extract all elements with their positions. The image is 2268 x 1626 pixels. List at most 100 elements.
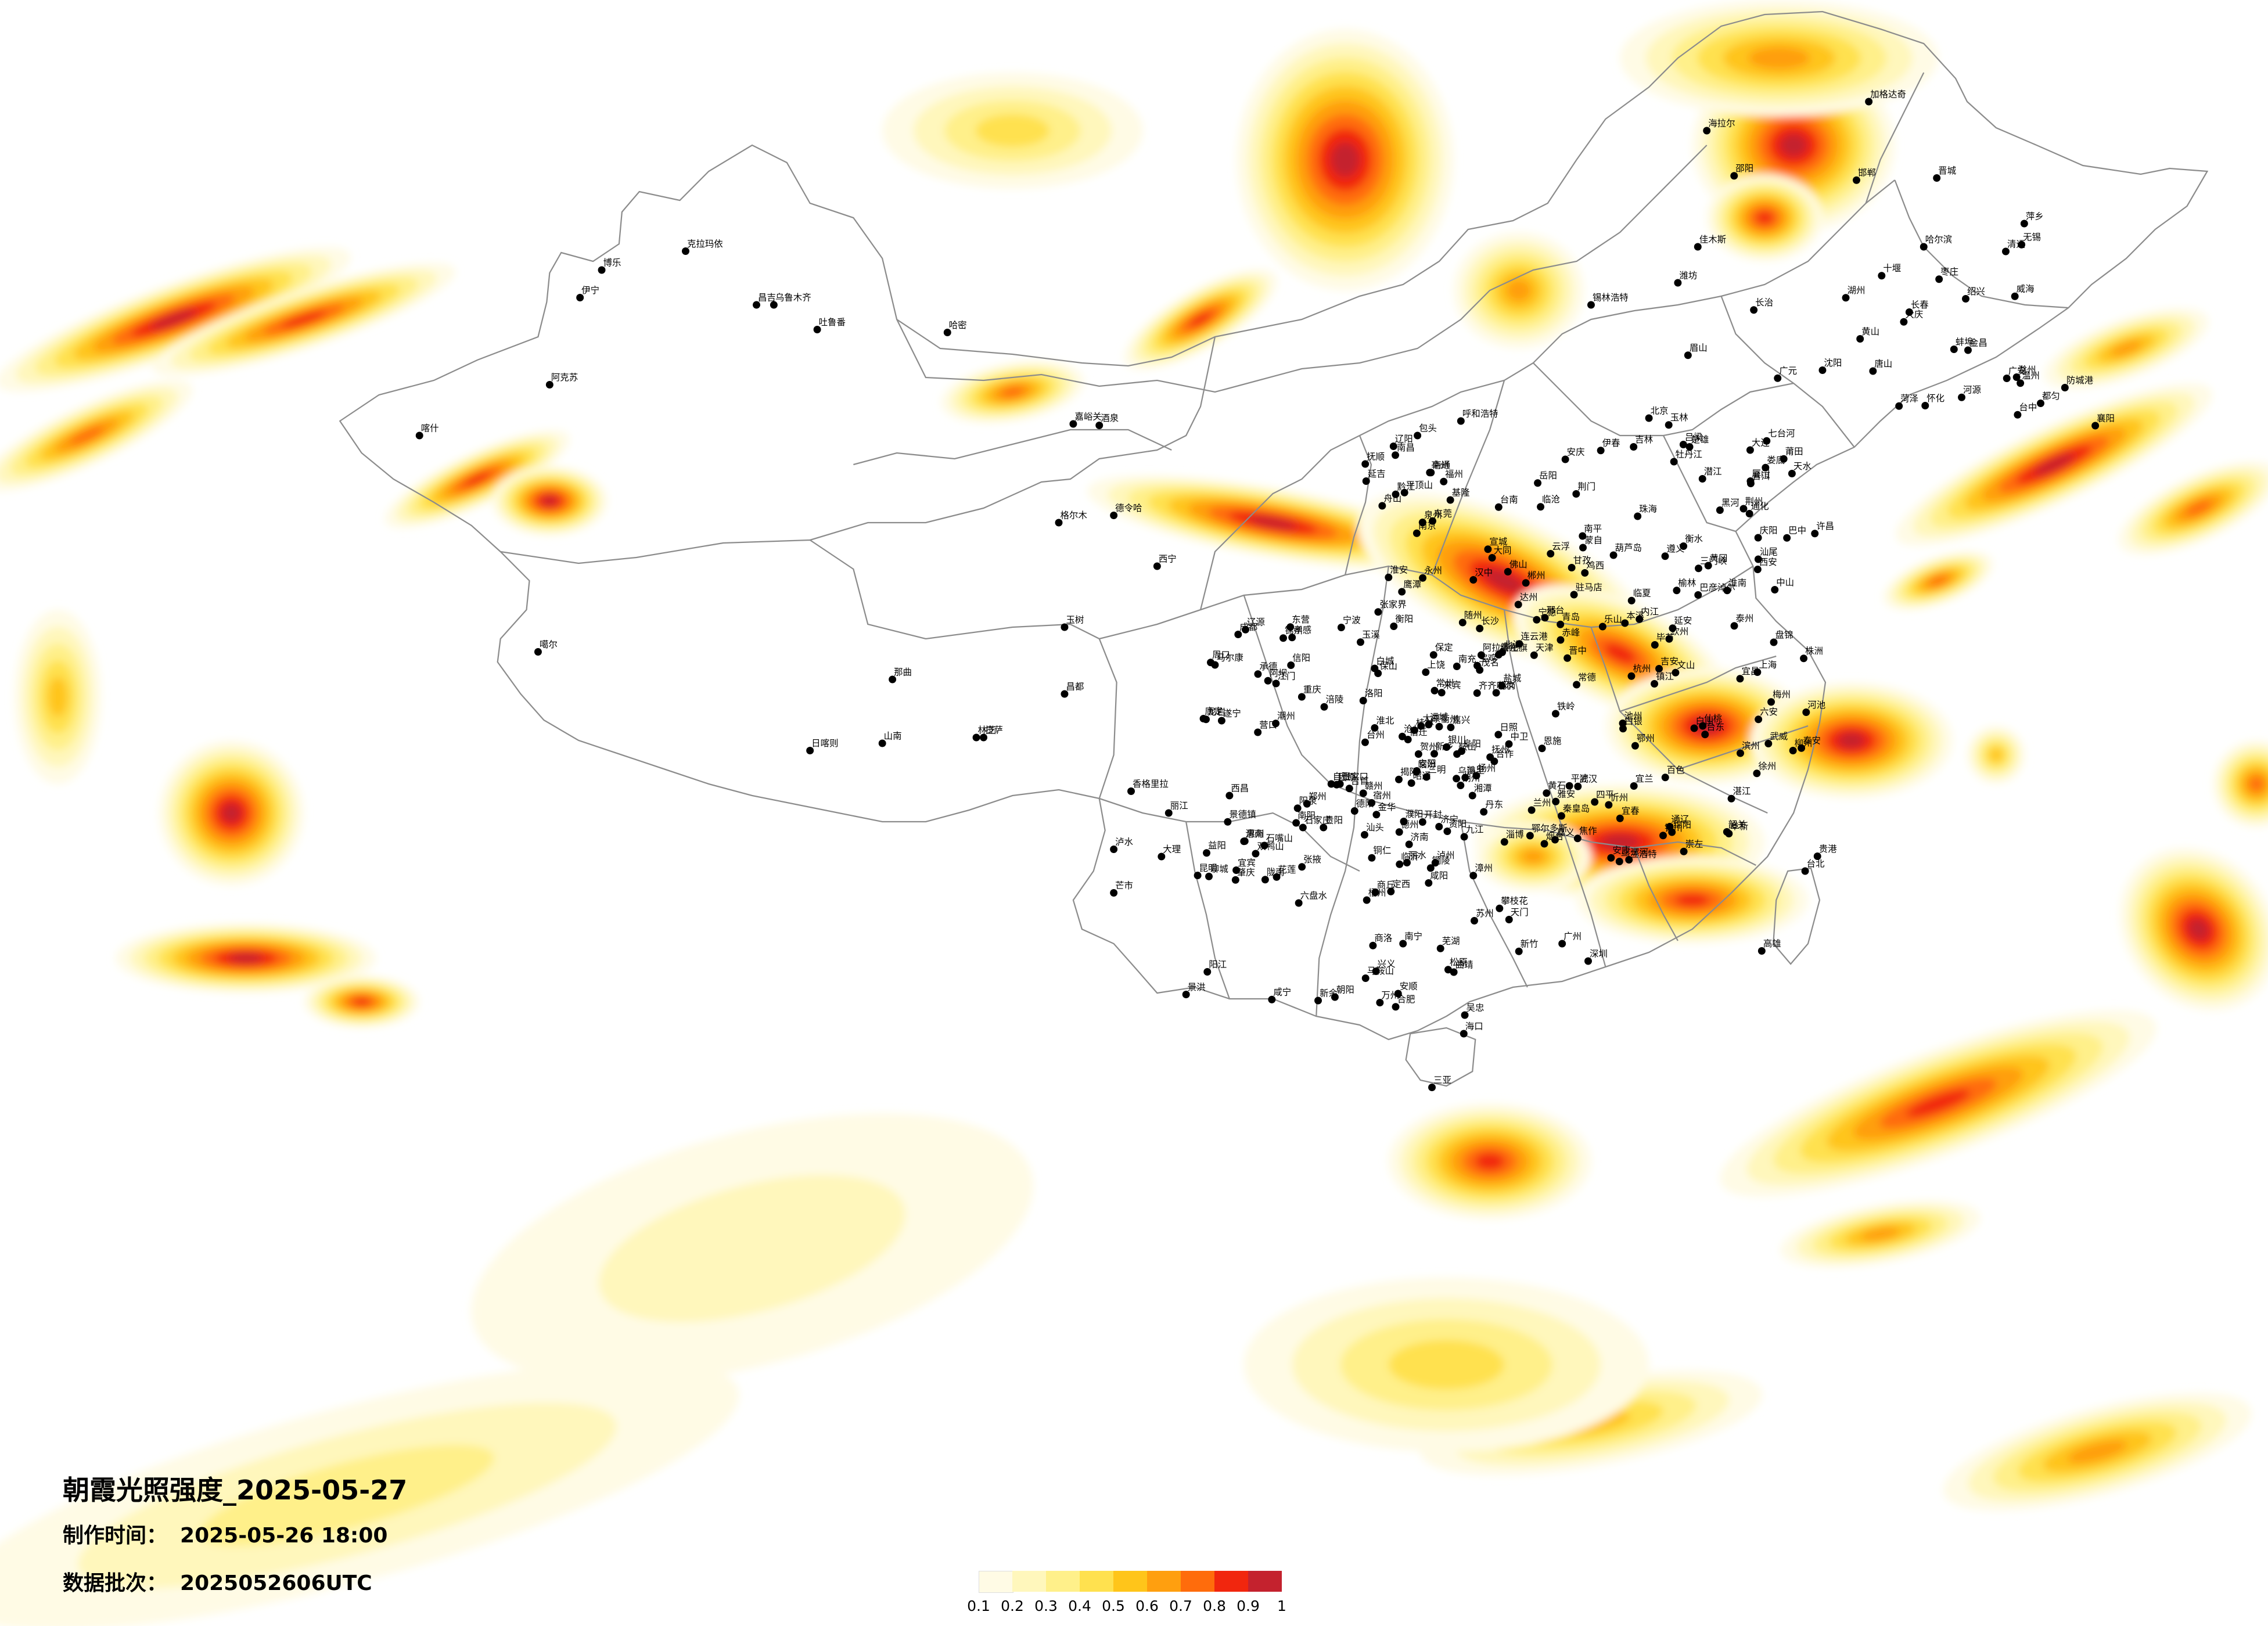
city-marker — [1425, 879, 1433, 887]
city-marker — [1935, 275, 1943, 283]
intensity-patch — [2185, 500, 2212, 516]
city-label: 九江 — [1466, 824, 1484, 834]
city-label: 聊城 — [1210, 864, 1228, 875]
city-label: 揭阳 — [1400, 767, 1418, 778]
city-marker — [1745, 509, 1753, 517]
city-label: 临汾 — [1418, 760, 1436, 770]
city-marker — [1557, 620, 1565, 628]
intensity-patch — [1693, 718, 1720, 734]
city-marker — [1584, 957, 1592, 965]
city-marker — [1547, 550, 1555, 557]
city-label: 恩施 — [1544, 736, 1562, 746]
city-marker — [770, 301, 778, 309]
city-label: 雅安 — [1557, 789, 1575, 800]
city-marker — [681, 247, 689, 255]
city-label: 保山 — [1379, 661, 1397, 671]
city-label: 德阳 — [1356, 798, 1374, 809]
city-marker — [1153, 562, 1161, 570]
city-marker — [1254, 670, 1262, 678]
city-marker — [1753, 566, 1762, 574]
intensity-patch — [1388, 1340, 1505, 1390]
map-title: 朝霞光照强度_2025-05-27 — [63, 1474, 408, 1506]
city-label: 贵港 — [1819, 844, 1837, 854]
city-label: 濮阳 — [1405, 809, 1423, 819]
city-marker — [1361, 831, 1368, 839]
city-marker — [1579, 532, 1587, 540]
city-marker — [1504, 567, 1512, 575]
city-marker — [1390, 623, 1398, 630]
city-marker — [1905, 308, 1913, 316]
city-marker — [1561, 455, 1569, 463]
city-label: 秦皇岛 — [1563, 803, 1590, 814]
city-marker — [1551, 836, 1559, 844]
city-markers — [415, 98, 2100, 1092]
city-marker — [1727, 794, 1735, 803]
intensity-patch — [69, 426, 105, 445]
city-marker — [1762, 463, 1770, 472]
city-label: 乌鲁木齐 — [775, 292, 811, 303]
city-label: 曲靖 — [1455, 959, 1473, 970]
city-marker — [1852, 176, 1860, 184]
city-marker — [1703, 127, 1711, 135]
city-marker — [1621, 619, 1629, 627]
city-label: 永州 — [1424, 566, 1442, 576]
city-marker — [1371, 888, 1379, 896]
city-marker — [1505, 740, 1513, 748]
city-label: 扬州 — [1478, 763, 1496, 774]
city-marker — [534, 648, 542, 656]
city-marker — [753, 301, 760, 309]
city-label: 吉林 — [1635, 434, 1653, 445]
city-label: 四平 — [1596, 789, 1614, 800]
city-marker — [1716, 506, 1724, 514]
city-label: 怀化 — [1926, 393, 1944, 404]
city-marker — [972, 733, 980, 742]
city-label: 海口 — [1465, 1021, 1483, 1031]
city-marker — [1494, 731, 1503, 739]
city-marker — [1680, 847, 1688, 855]
city-label: 台北 — [1807, 858, 1825, 869]
city-marker — [1746, 480, 1755, 487]
city-marker — [1417, 722, 1425, 730]
city-label: 兰州 — [1533, 797, 1551, 808]
intensity-patch — [222, 803, 241, 823]
city-label: 阜新 — [1730, 821, 1748, 832]
city-label: 那曲 — [894, 667, 912, 677]
city-marker — [878, 739, 886, 747]
city-marker — [1298, 863, 1306, 871]
city-marker — [1674, 279, 1682, 287]
city-label: 东营 — [1292, 614, 1310, 625]
intensity-patch — [2067, 1440, 2127, 1463]
city-marker — [1684, 351, 1692, 359]
city-marker — [1605, 801, 1613, 809]
city-label: 汕尾 — [1760, 546, 1778, 557]
city-label: 邵阳 — [1735, 163, 1753, 174]
city-label: 潜江 — [1704, 466, 1722, 477]
city-label: 安顺 — [1400, 981, 1418, 991]
city-label: 通化 — [1751, 501, 1769, 512]
city-label: 咸宁 — [1273, 987, 1291, 998]
city-label: 连云港 — [1521, 631, 1548, 642]
city-marker — [1573, 834, 1582, 843]
city-marker — [1444, 966, 1452, 974]
city-label: 阳江 — [1209, 959, 1227, 970]
city-marker — [1069, 420, 1077, 428]
city-label: 铜陵 — [1432, 855, 1450, 866]
city-label: 上海 — [1759, 660, 1777, 670]
city-marker — [1800, 654, 1808, 663]
city-label: 大庆 — [1905, 310, 1923, 320]
city-marker — [1436, 944, 1444, 952]
city-marker — [1368, 799, 1376, 807]
city-label: 苏州 — [1476, 908, 1494, 919]
city-label: 盐城 — [1503, 673, 1521, 684]
city-marker — [1425, 721, 1433, 729]
city-label: 六盘水 — [1300, 890, 1328, 901]
city-label: 锦州 — [1285, 625, 1303, 636]
city-label: 安阳 — [1418, 758, 1436, 769]
city-label: 汕头 — [1366, 822, 1384, 833]
city-label: 安庆 — [1567, 447, 1585, 457]
city-label: 马鞍山 — [1367, 966, 1394, 976]
city-marker — [1563, 654, 1572, 662]
city-marker — [1755, 715, 1763, 724]
city-marker — [1865, 98, 1873, 106]
city-label: 荆门 — [1577, 481, 1595, 492]
